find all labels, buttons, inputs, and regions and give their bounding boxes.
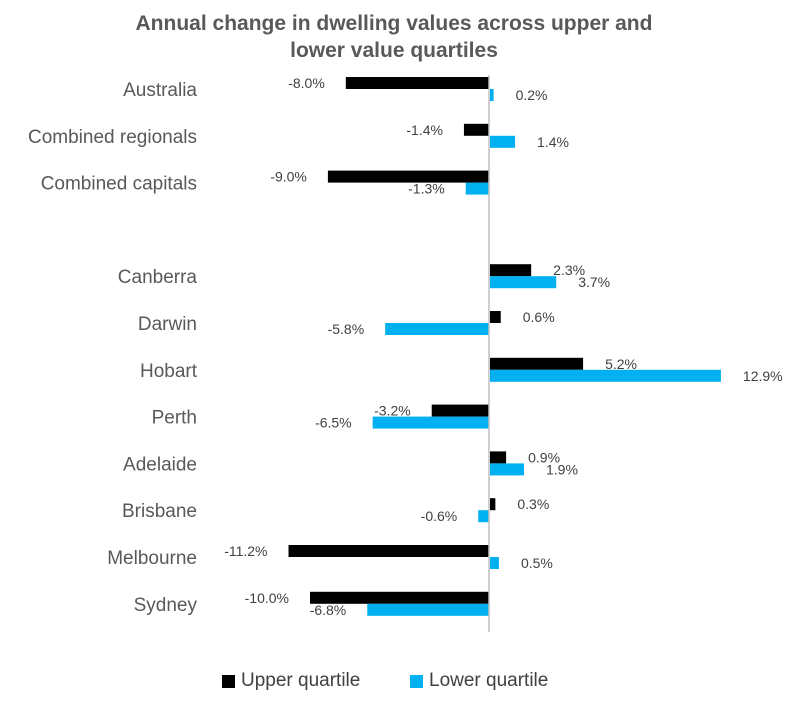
legend-label-upper-quartile: Upper quartile [241, 670, 361, 691]
bar-combined-capitals-upper-quartile [327, 170, 489, 183]
category-label-adelaide: Adelaide [123, 454, 197, 475]
category-label-melbourne: Melbourne [107, 548, 197, 569]
bar-darwin-upper-quartile [490, 311, 501, 323]
chart-title-line-1: Annual change in dwelling values across … [135, 12, 653, 35]
chart-title: Annual change in dwelling values across … [0, 10, 788, 64]
data-label-combined-regionals-lower-quartile: 1.4% [537, 134, 569, 150]
bar-australia-upper-quartile [345, 77, 489, 89]
category-label-darwin: Darwin [138, 314, 197, 335]
bar-chart: Australia -8.0% 0.2% Combined regionals -1.4… [28, 75, 783, 632]
data-label-adelaide-upper-quartile: 0.9% [528, 449, 560, 465]
data-label-canberra-lower-quartile: 3.7% [578, 274, 610, 290]
bar-combined-regionals-lower-quartile [490, 135, 516, 148]
legend-item-upper-quartile: Upper quartile [222, 670, 360, 692]
legend: Upper quartile Lower quartile [0, 670, 788, 696]
category-label-canberra: Canberra [118, 267, 198, 288]
legend-item-lower-quartile: Lower quartile [410, 670, 548, 692]
data-label-perth-lower-quartile: -6.5% [315, 415, 352, 431]
legend-swatch-lower-quartile [410, 674, 423, 688]
bar-brisbane-lower-quartile [478, 510, 489, 523]
bar-canberra-lower-quartile [490, 276, 557, 289]
data-label-australia-lower-quartile: 0.2% [516, 87, 548, 103]
legend-label-lower-quartile: Lower quartile [429, 670, 549, 691]
data-label-sydney-lower-quartile: -6.8% [310, 602, 347, 618]
data-label-melbourne-lower-quartile: 0.5% [521, 555, 553, 571]
bar-sydney-upper-quartile [310, 591, 489, 604]
data-label-combined-capitals-upper-quartile: -9.0% [270, 169, 307, 185]
bar-combined-regionals-upper-quartile [463, 123, 489, 136]
data-label-brisbane-upper-quartile: 0.3% [517, 496, 549, 512]
category-label-brisbane: Brisbane [122, 501, 197, 522]
bar-melbourne-upper-quartile [288, 545, 489, 557]
bar-hobart-lower-quartile [490, 369, 721, 382]
chart-title-line-2: lower value quartiles [290, 39, 498, 62]
bar-darwin-lower-quartile [385, 323, 489, 335]
data-label-hobart-upper-quartile: 5.2% [605, 356, 637, 372]
data-label-darwin-upper-quartile: 0.6% [523, 309, 555, 325]
data-label-adelaide-lower-quartile: 1.9% [546, 461, 578, 477]
data-label-sydney-upper-quartile: -10.0% [245, 590, 289, 606]
bar-melbourne-lower-quartile [490, 557, 499, 569]
category-label-hobart: Hobart [140, 361, 198, 382]
bar-adelaide-upper-quartile [490, 451, 507, 464]
category-label-combined-capitals: Combined capitals [41, 174, 197, 195]
data-label-combined-capitals-lower-quartile: -1.3% [408, 181, 445, 197]
data-label-melbourne-upper-quartile: -11.2% [224, 543, 267, 559]
data-label-australia-upper-quartile: -8.0% [288, 75, 325, 91]
category-label-australia: Australia [123, 80, 197, 101]
data-label-hobart-lower-quartile: 12.9% [743, 368, 783, 384]
data-label-perth-upper-quartile: -3.2% [374, 403, 411, 419]
category-label-perth: Perth [152, 408, 197, 429]
bar-sydney-lower-quartile [367, 603, 489, 616]
data-label-combined-regionals-upper-quartile: -1.4% [406, 122, 443, 138]
legend-swatch-upper-quartile [222, 674, 235, 688]
data-label-darwin-lower-quartile: -5.8% [328, 321, 365, 337]
bar-adelaide-lower-quartile [490, 463, 525, 476]
bar-perth-lower-quartile [372, 416, 489, 429]
category-label-combined-regionals: Combined regionals [28, 127, 197, 148]
data-label-brisbane-lower-quartile: -0.6% [421, 508, 458, 524]
bar-combined-capitals-lower-quartile [465, 182, 489, 195]
bar-hobart-upper-quartile [490, 357, 584, 370]
bar-canberra-upper-quartile [490, 264, 532, 277]
data-label-canberra-upper-quartile: 2.3% [553, 262, 585, 278]
bar-perth-upper-quartile [431, 404, 489, 417]
category-label-sydney: Sydney [134, 595, 198, 616]
bar-australia-lower-quartile [490, 89, 494, 101]
bar-brisbane-upper-quartile [490, 498, 496, 511]
